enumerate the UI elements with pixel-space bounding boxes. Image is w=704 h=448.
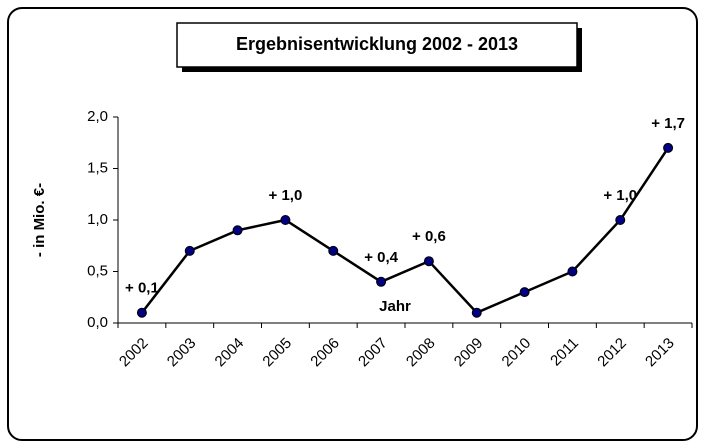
data-label: + 0,1 [125, 280, 159, 297]
data-point [519, 287, 530, 298]
data-point [232, 225, 243, 236]
data-label: + 1,7 [651, 115, 685, 132]
chart-title: Ergebnisentwicklung 2002 - 2013 [236, 34, 518, 54]
data-point [663, 142, 674, 153]
chart-frame [7, 7, 698, 441]
data-point [376, 276, 387, 287]
data-label: + 1,0 [269, 187, 303, 204]
x-axis-label: Jahr [379, 298, 411, 315]
y-tick-label: 0,5 [87, 262, 108, 279]
title-box [176, 22, 578, 68]
data-point [567, 266, 578, 277]
data-point [615, 215, 626, 225]
data-point [471, 307, 482, 318]
data-label: + 0,4 [364, 249, 398, 266]
y-axis-label: - in Mio. €- [31, 183, 48, 257]
data-line [140, 147, 670, 315]
data-label: + 1,0 [603, 187, 637, 204]
data-point [423, 256, 434, 267]
data-point [136, 307, 147, 318]
y-tick-label: 2,0 [87, 108, 108, 125]
data-point [328, 245, 339, 256]
y-tick-label: 0,0 [87, 314, 108, 331]
data-point [280, 215, 291, 225]
data-point [184, 245, 195, 256]
y-tick-label: 1,5 [87, 159, 108, 176]
y-tick-label: 1,0 [87, 211, 108, 228]
data-label: + 0,6 [412, 228, 446, 245]
